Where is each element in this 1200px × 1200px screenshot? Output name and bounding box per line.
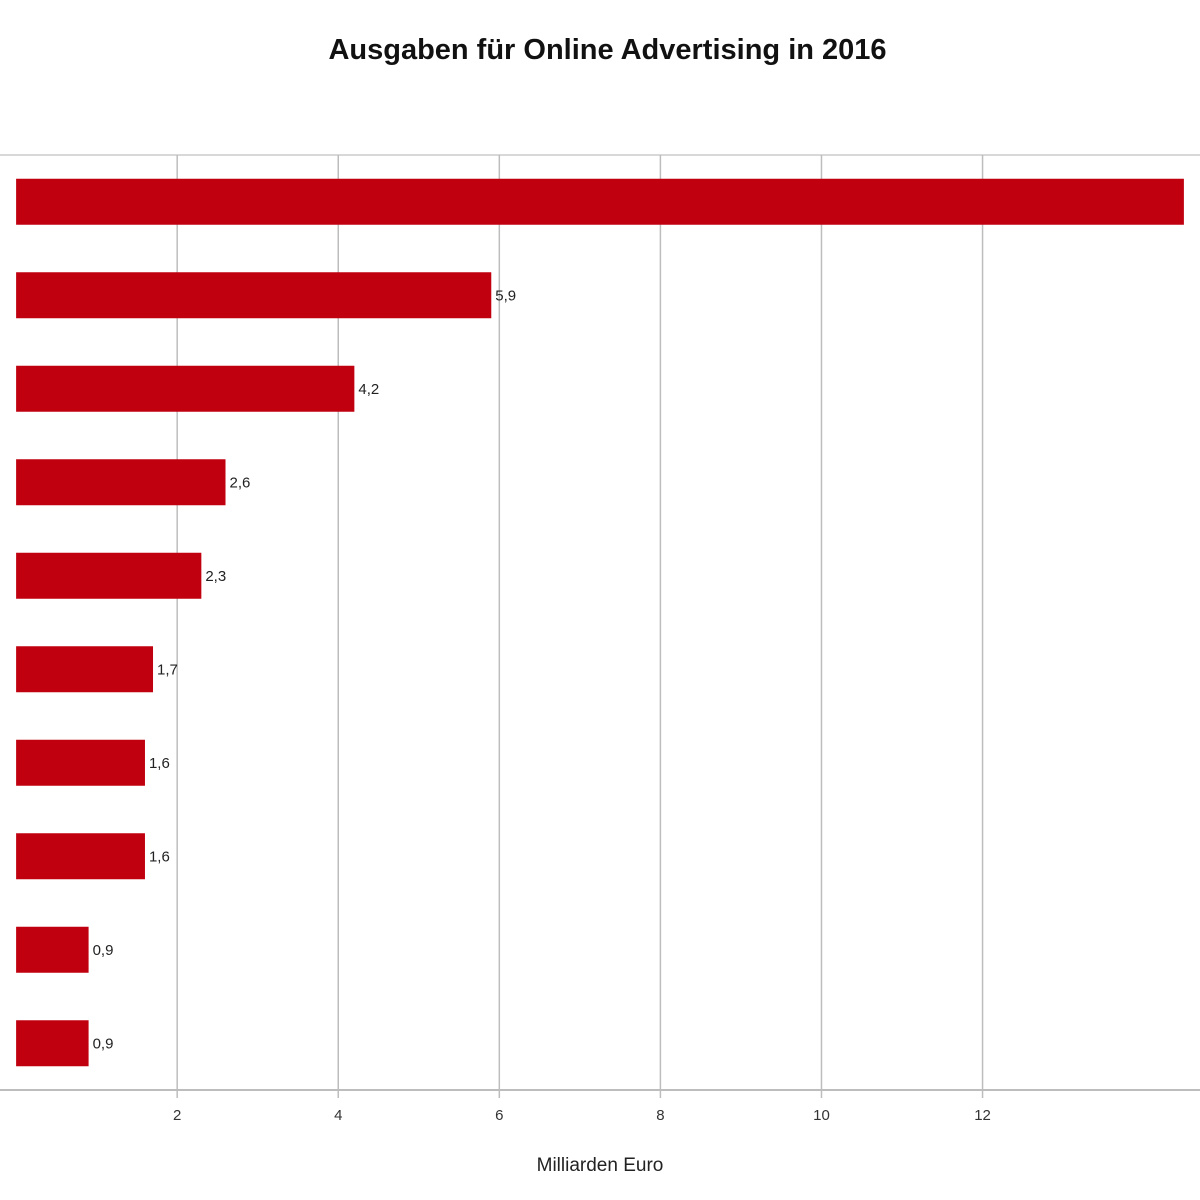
- bar: [16, 178, 1184, 225]
- bar: [16, 926, 89, 973]
- chart-title: Ausgaben für Online Advertising in 2016: [328, 34, 887, 66]
- bar-value-label: 0,9: [93, 1035, 114, 1052]
- bar-value-label: 5,9: [495, 287, 516, 304]
- x-tick-label: 12: [974, 1107, 991, 1124]
- bar: [16, 833, 145, 880]
- x-tick-label: 10: [813, 1107, 830, 1124]
- bar-value-labels: 5,9 4,2 2,6 2,3 1,7 1,6 1,6 0,9 0,9: [93, 287, 517, 1052]
- bar: [16, 646, 154, 693]
- x-axis-ticks: 2 4 6 8 10 12: [173, 1107, 991, 1124]
- bar: [16, 365, 355, 412]
- bar-value-label: 0,9: [93, 942, 114, 959]
- bars: [16, 178, 1184, 1067]
- x-tick-label: 8: [656, 1107, 664, 1124]
- x-tick-label: 2: [173, 1107, 181, 1124]
- bar: [16, 739, 145, 786]
- bar: [16, 272, 492, 319]
- x-tick-label: 6: [495, 1107, 503, 1124]
- bar: [16, 1020, 89, 1067]
- bar-value-label: 1,6: [149, 755, 170, 772]
- bar-value-label: 1,7: [157, 661, 178, 678]
- bar: [16, 552, 202, 599]
- x-tick-label: 4: [334, 1107, 342, 1124]
- bar-value-label: 1,6: [149, 848, 170, 865]
- bar-value-label: 2,6: [230, 474, 251, 491]
- bar-value-label: 2,3: [205, 568, 226, 585]
- bar-value-label: 4,2: [358, 381, 379, 398]
- bar: [16, 459, 226, 506]
- x-axis-label: Milliarden Euro: [536, 1155, 664, 1176]
